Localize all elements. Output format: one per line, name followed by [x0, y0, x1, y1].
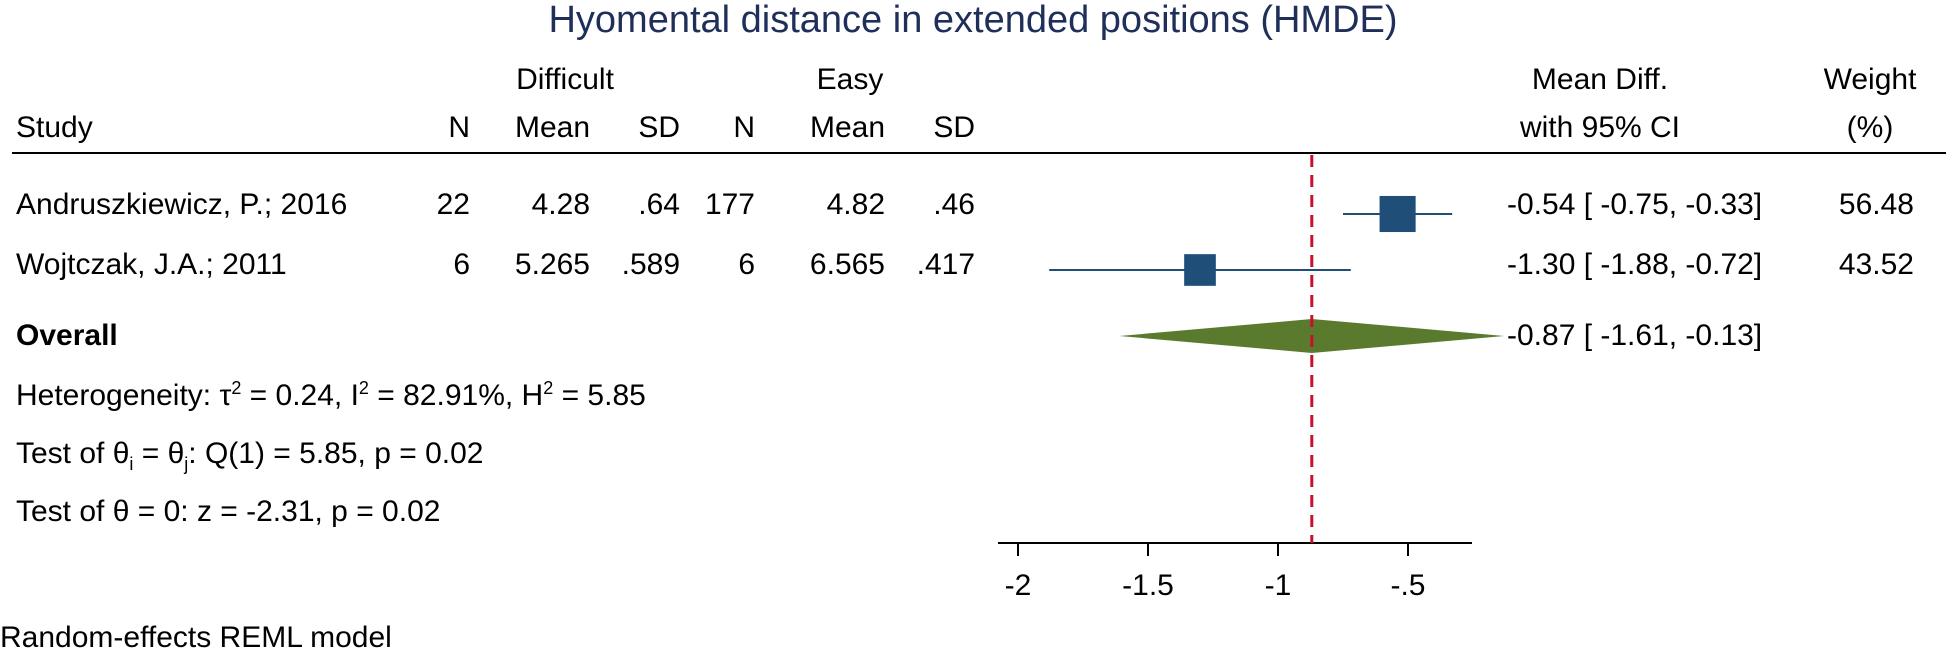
header-ci: with 95% CI — [1519, 111, 1681, 144]
header-weight: Weight — [1823, 63, 1917, 96]
header-easy: Easy — [816, 63, 884, 96]
header-difficult-sd: SD — [638, 111, 680, 144]
header-weight-unit: (%) — [1846, 111, 1894, 144]
difficult-sd: .589 — [621, 248, 680, 281]
header-difficult-mean: Mean — [514, 111, 590, 144]
study-name: Andruszkiewicz, P.; 2016 — [16, 188, 348, 221]
header-study: Study — [16, 111, 93, 144]
header-easy-n: N — [733, 111, 755, 144]
difficult-mean: 5.265 — [514, 248, 590, 281]
x-tick-label: -.5 — [1390, 569, 1425, 602]
easy-mean: 4.82 — [826, 188, 885, 221]
header-difficult-n: N — [448, 111, 470, 144]
easy-mean: 6.565 — [809, 248, 885, 281]
header-mean-diff: Mean Diff. — [1531, 63, 1669, 96]
effect-ci: -0.54 [ -0.75, -0.33] — [1507, 188, 1763, 221]
difficult-n: 6 — [453, 248, 470, 281]
overall-label: Overall — [16, 319, 118, 352]
overall-effect-test: Test of θ = 0: z = -2.31, p = 0.02 — [16, 495, 441, 528]
homogeneity-test: Test of θi = θj: Q(1) = 5.85, p = 0.02 — [16, 437, 484, 474]
header-rule — [12, 152, 1946, 154]
header-easy-sd: SD — [933, 111, 975, 144]
difficult-n: 22 — [436, 188, 470, 221]
study-marker — [1379, 195, 1416, 233]
effect-ci: -1.30 [ -1.88, -0.72] — [1507, 248, 1763, 281]
weight-value: 43.52 — [1838, 248, 1914, 281]
x-tick-label: -2 — [1005, 569, 1032, 602]
easy-n: 6 — [738, 248, 755, 281]
difficult-sd: .64 — [638, 188, 680, 221]
easy-sd: .417 — [916, 248, 975, 281]
easy-sd: .46 — [933, 188, 975, 221]
study-marker — [1184, 254, 1216, 286]
overall-ci: -0.87 [ -1.61, -0.13] — [1507, 319, 1763, 352]
chart-title: Hyomental distance in extended positions… — [548, 0, 1398, 41]
study-name: Wojtczak, J.A.; 2011 — [16, 248, 287, 281]
x-tick-label: -1 — [1265, 569, 1292, 602]
header-easy-mean: Mean — [809, 111, 885, 144]
easy-n: 177 — [704, 188, 755, 221]
heterogeneity-stats: Heterogeneity: τ2 = 0.24, I2 = 82.91%, H… — [16, 378, 646, 412]
difficult-mean: 4.28 — [531, 188, 590, 221]
header-difficult: Difficult — [516, 63, 614, 96]
weight-value: 56.48 — [1838, 188, 1914, 221]
x-tick-label: -1.5 — [1122, 569, 1174, 602]
